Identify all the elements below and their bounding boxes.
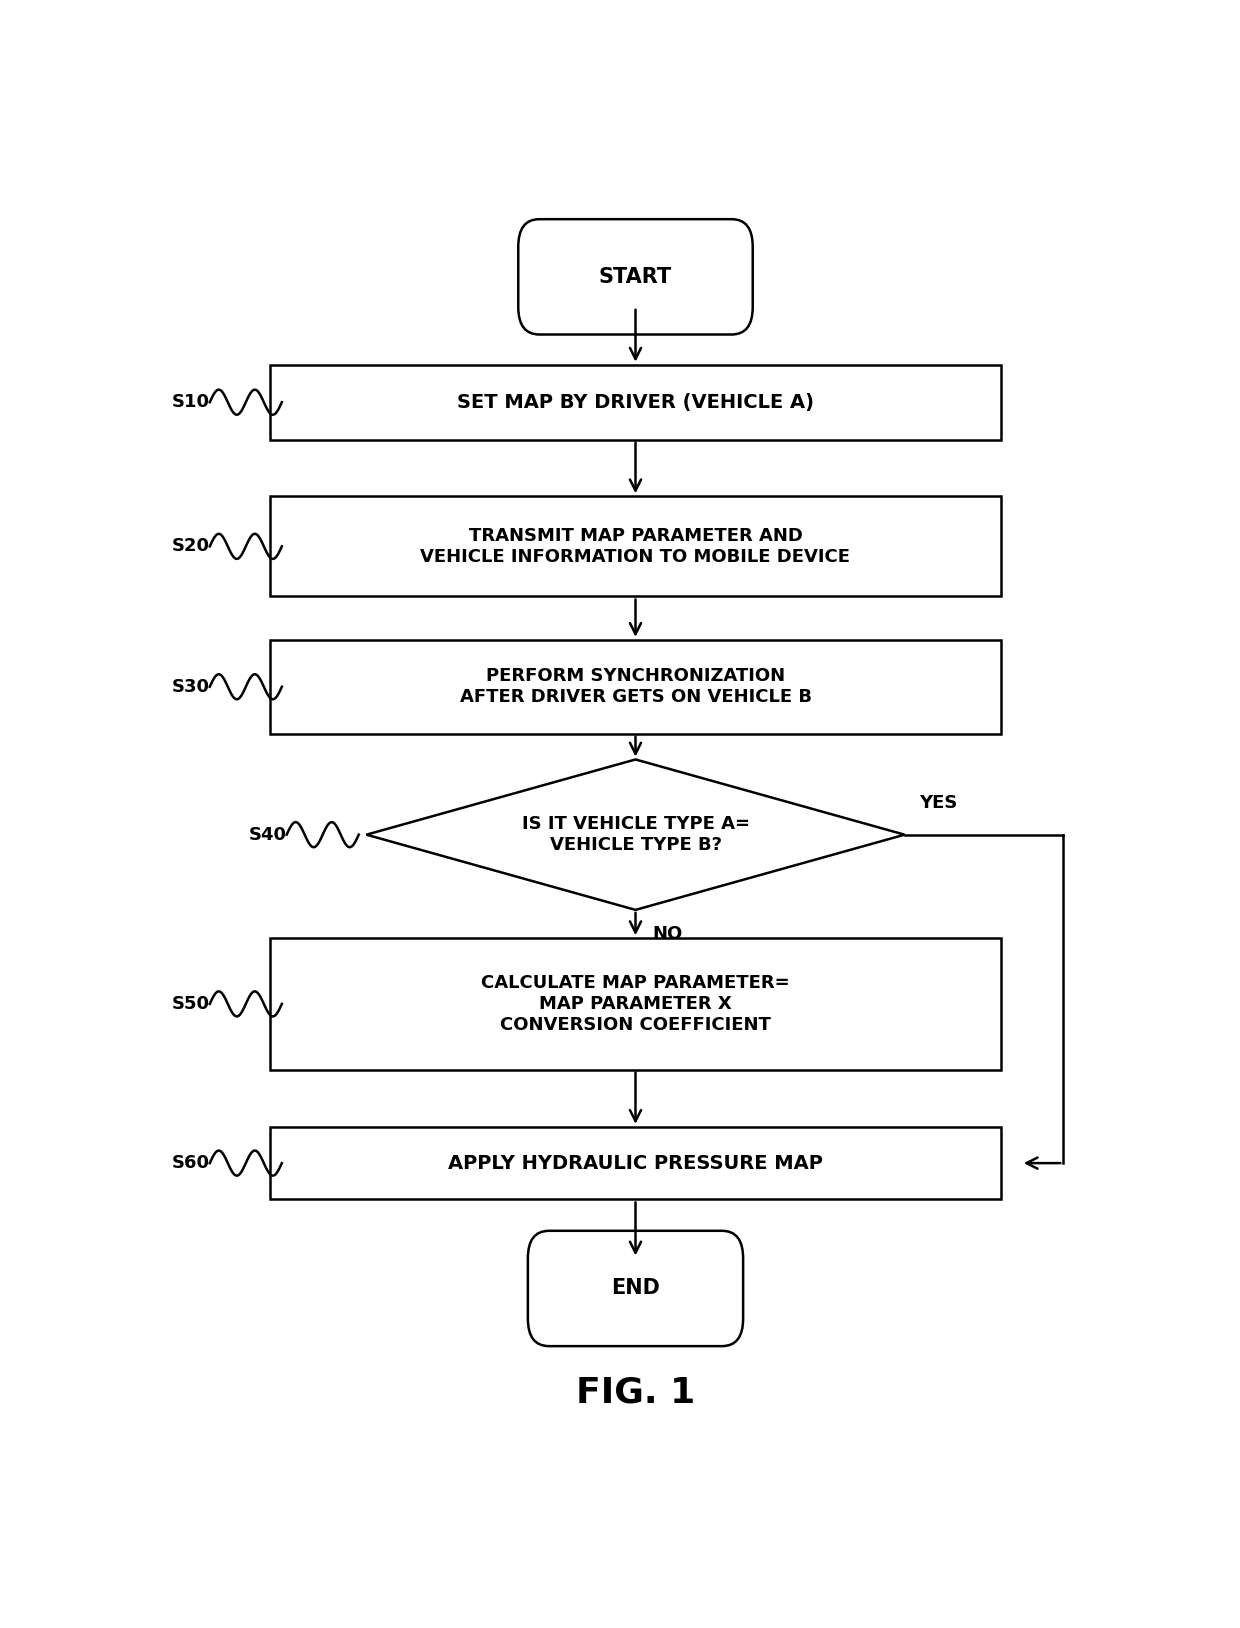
Text: S60: S60: [171, 1154, 210, 1172]
Text: START: START: [599, 267, 672, 287]
Text: S40: S40: [248, 825, 286, 843]
Text: YES: YES: [919, 794, 957, 812]
Bar: [270, 497, 1001, 596]
Bar: [270, 640, 1001, 734]
Text: TRANSMIT MAP PARAMETER AND
VEHICLE INFORMATION TO MOBILE DEVICE: TRANSMIT MAP PARAMETER AND VEHICLE INFOR…: [420, 527, 851, 567]
Polygon shape: [367, 759, 905, 910]
Text: SET MAP BY DRIVER (VEHICLE A): SET MAP BY DRIVER (VEHICLE A): [458, 392, 813, 412]
FancyBboxPatch shape: [518, 220, 753, 334]
Text: S50: S50: [171, 995, 210, 1013]
Bar: [270, 1127, 1001, 1200]
Text: S30: S30: [171, 677, 210, 695]
Text: S10: S10: [171, 394, 210, 412]
Text: FIG. 1: FIG. 1: [575, 1376, 696, 1410]
Bar: [270, 365, 1001, 440]
Text: NO: NO: [652, 925, 683, 943]
FancyBboxPatch shape: [528, 1231, 743, 1346]
Text: END: END: [611, 1278, 660, 1299]
Text: APPLY HYDRAULIC PRESSURE MAP: APPLY HYDRAULIC PRESSURE MAP: [448, 1154, 823, 1172]
Text: PERFORM SYNCHRONIZATION
AFTER DRIVER GETS ON VEHICLE B: PERFORM SYNCHRONIZATION AFTER DRIVER GET…: [460, 667, 811, 707]
Bar: [270, 938, 1001, 1070]
Text: CALCULATE MAP PARAMETER=
MAP PARAMETER X
CONVERSION COEFFICIENT: CALCULATE MAP PARAMETER= MAP PARAMETER X…: [481, 974, 790, 1034]
Text: S20: S20: [171, 537, 210, 555]
Text: IS IT VEHICLE TYPE A=
VEHICLE TYPE B?: IS IT VEHICLE TYPE A= VEHICLE TYPE B?: [522, 816, 749, 855]
